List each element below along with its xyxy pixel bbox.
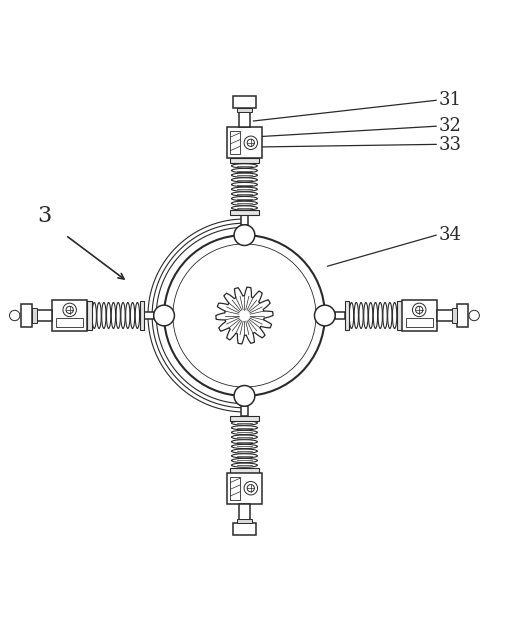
Circle shape <box>234 225 255 245</box>
Ellipse shape <box>363 302 368 329</box>
Ellipse shape <box>373 302 378 329</box>
Ellipse shape <box>231 187 257 191</box>
Ellipse shape <box>231 444 257 449</box>
Bar <box>401 300 437 331</box>
Bar <box>239 504 250 524</box>
Text: 34: 34 <box>439 227 462 244</box>
Ellipse shape <box>231 435 257 439</box>
Polygon shape <box>216 287 273 344</box>
Ellipse shape <box>393 302 397 329</box>
Ellipse shape <box>131 302 135 329</box>
Ellipse shape <box>231 463 257 468</box>
Ellipse shape <box>231 182 257 187</box>
Ellipse shape <box>231 163 257 168</box>
Ellipse shape <box>349 302 354 329</box>
Circle shape <box>247 485 254 492</box>
Bar <box>345 300 349 331</box>
Bar <box>229 210 259 215</box>
Bar <box>241 406 249 416</box>
Bar <box>229 416 259 421</box>
Ellipse shape <box>231 196 257 201</box>
Bar <box>237 107 252 112</box>
Ellipse shape <box>231 173 257 177</box>
Ellipse shape <box>378 302 382 329</box>
Circle shape <box>412 303 426 317</box>
Bar <box>145 312 154 319</box>
Ellipse shape <box>121 302 125 329</box>
Ellipse shape <box>369 302 373 329</box>
Circle shape <box>9 310 20 321</box>
Circle shape <box>164 235 325 396</box>
Bar <box>406 318 433 327</box>
Circle shape <box>415 306 423 314</box>
Bar <box>239 107 250 127</box>
Bar <box>52 300 87 331</box>
Ellipse shape <box>388 302 392 329</box>
Ellipse shape <box>231 426 257 430</box>
Ellipse shape <box>126 302 130 329</box>
Ellipse shape <box>102 302 106 329</box>
Bar <box>230 131 240 154</box>
Bar <box>32 310 52 321</box>
Text: 31: 31 <box>439 91 462 109</box>
Bar <box>237 519 252 524</box>
Ellipse shape <box>231 454 257 458</box>
Bar <box>32 308 37 323</box>
Circle shape <box>469 310 479 321</box>
Bar <box>335 312 345 319</box>
Text: 32: 32 <box>439 117 462 136</box>
Bar <box>437 310 457 321</box>
Ellipse shape <box>107 302 111 329</box>
Bar <box>241 215 249 225</box>
Bar <box>87 300 92 331</box>
Ellipse shape <box>231 449 257 453</box>
Circle shape <box>234 386 255 406</box>
Bar <box>457 304 468 327</box>
Ellipse shape <box>231 421 257 425</box>
Text: 33: 33 <box>439 136 462 153</box>
Ellipse shape <box>231 201 257 205</box>
Ellipse shape <box>116 302 120 329</box>
Ellipse shape <box>231 192 257 196</box>
Circle shape <box>315 305 335 326</box>
Ellipse shape <box>231 178 257 182</box>
Ellipse shape <box>359 302 363 329</box>
Bar <box>230 477 240 500</box>
Circle shape <box>244 136 257 150</box>
Ellipse shape <box>92 302 96 329</box>
Bar <box>227 473 262 504</box>
Bar <box>397 300 401 331</box>
Bar <box>227 127 262 158</box>
Ellipse shape <box>97 302 101 329</box>
Circle shape <box>154 305 174 326</box>
Bar <box>233 96 256 107</box>
Circle shape <box>244 481 257 495</box>
Ellipse shape <box>383 302 387 329</box>
Bar <box>56 318 83 327</box>
Circle shape <box>247 139 254 146</box>
Ellipse shape <box>231 168 257 173</box>
Ellipse shape <box>354 302 358 329</box>
Bar <box>21 304 32 327</box>
Bar <box>140 300 145 331</box>
Ellipse shape <box>111 302 115 329</box>
Bar <box>233 524 256 535</box>
Ellipse shape <box>231 430 257 435</box>
Ellipse shape <box>231 440 257 444</box>
Circle shape <box>66 306 73 314</box>
Ellipse shape <box>135 302 139 329</box>
Circle shape <box>173 244 316 387</box>
Bar <box>229 158 259 163</box>
Bar <box>452 308 457 323</box>
Text: 3: 3 <box>37 205 51 227</box>
Bar <box>229 468 259 473</box>
Ellipse shape <box>231 458 257 463</box>
Ellipse shape <box>231 206 257 210</box>
Circle shape <box>63 303 76 317</box>
